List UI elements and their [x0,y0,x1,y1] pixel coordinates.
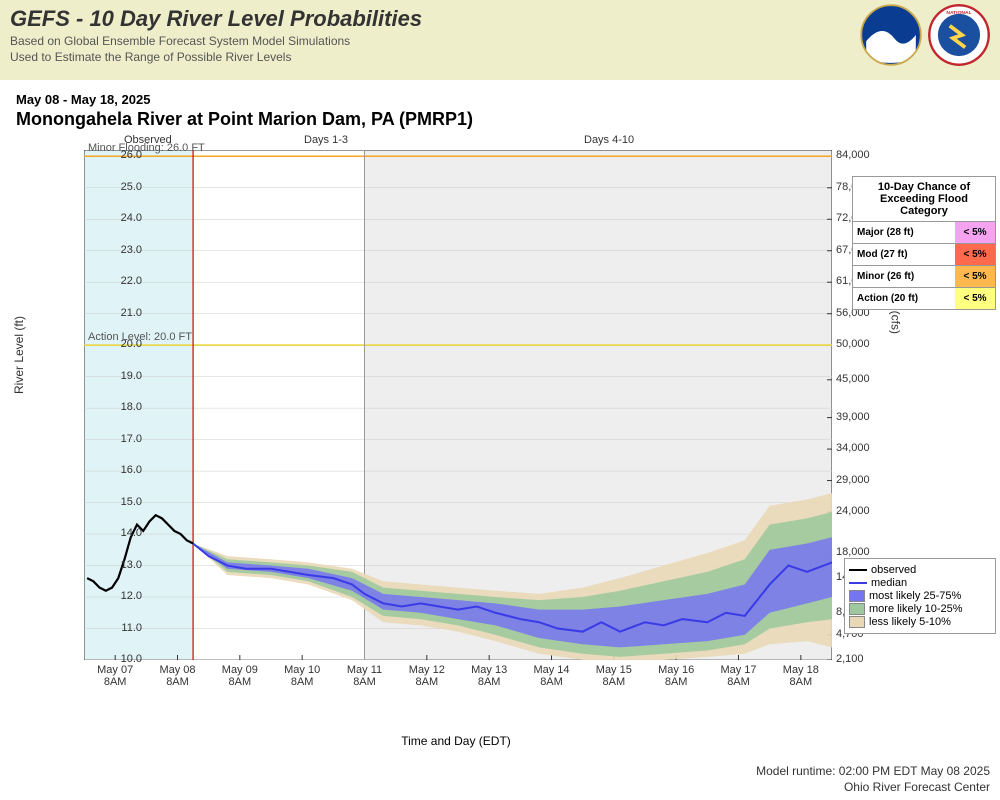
y-tick-right: 18,000 [836,546,886,558]
chart-legend: observed median most likely 25-75% more … [844,558,996,634]
legend-median-swatch [849,582,867,584]
y-tick-left: 11.0 [102,622,142,634]
y-axis-left-label: River Level (ft) [12,316,26,394]
location-title: Monongahela River at Point Marion Dam, P… [16,109,1000,130]
flood-category-box: 10-Day Chance of Exceeding Flood Categor… [852,176,996,310]
legend-observed-swatch [849,569,867,571]
x-tick: May 178AM [709,664,769,688]
y-tick-left: 12.0 [102,590,142,602]
y-tick-left: 22.0 [102,275,142,287]
x-tick: May 098AM [210,664,270,688]
y-tick-left: 24.0 [102,212,142,224]
threshold-label: Minor Flooding: 26.0 FT [88,142,205,154]
y-tick-right: 34,000 [836,442,886,454]
x-tick: May 078AM [85,664,145,688]
x-tick: May 088AM [148,664,208,688]
y-tick-left: 13.0 [102,559,142,571]
flood-row-pct: < 5% [955,288,995,309]
flood-row-label: Major (28 ft) [853,222,955,243]
y-tick-left: 16.0 [102,464,142,476]
chart-container: Observed Days 1-3 Days 4-10 River Level … [16,134,896,704]
logo-group: NATIONAL [860,4,990,66]
probability-chart [84,150,832,660]
threshold-label: Action Level: 20.0 FT [88,331,192,343]
flood-category-row: Action (20 ft)< 5% [853,287,995,309]
y-tick-left: 15.0 [102,496,142,508]
y-tick-left: 23.0 [102,244,142,256]
legend-observed-label: observed [871,564,916,576]
section-days-4-10: Days 4-10 [584,134,634,146]
x-tick: May 128AM [397,664,457,688]
nws-logo-icon: NATIONAL [928,4,990,66]
x-tick: May 118AM [335,664,395,688]
forecast-center: Ohio River Forecast Center [844,780,990,794]
legend-band2-swatch [849,603,865,615]
x-tick: May 158AM [584,664,644,688]
y-tick-right: 29,000 [836,474,886,486]
x-tick: May 188AM [771,664,831,688]
x-tick: May 168AM [646,664,706,688]
y-tick-left: 19.0 [102,370,142,382]
noaa-logo-icon [860,4,922,66]
page-title: GEFS - 10 Day River Level Probabilities [10,6,990,32]
legend-band3-swatch [849,616,865,628]
y-tick-right: 2,100 [836,653,886,665]
legend-band1-swatch [849,590,865,602]
model-runtime: Model runtime: 02:00 PM EDT May 08 2025 [756,764,990,778]
y-tick-left: 17.0 [102,433,142,445]
flood-category-row: Major (28 ft)< 5% [853,221,995,243]
x-tick: May 138AM [459,664,519,688]
subtitle-1: Based on Global Ensemble Forecast System… [10,34,990,48]
header-banner: GEFS - 10 Day River Level Probabilities … [0,0,1000,80]
y-tick-left: 25.0 [102,181,142,193]
y-tick-right: 45,000 [836,373,886,385]
y-tick-left: 18.0 [102,401,142,413]
section-days-1-3: Days 1-3 [304,134,348,146]
legend-band3-label: less likely 5-10% [869,616,951,628]
y-tick-right: 50,000 [836,338,886,350]
y-tick-right: 84,000 [836,149,886,161]
y-tick-left: 14.0 [102,527,142,539]
flood-row-label: Minor (26 ft) [853,266,955,287]
flood-row-pct: < 5% [955,266,995,287]
flood-row-label: Mod (27 ft) [853,244,955,265]
subtitle-2: Used to Estimate the Range of Possible R… [10,50,990,64]
flood-category-row: Mod (27 ft)< 5% [853,243,995,265]
flood-row-pct: < 5% [955,222,995,243]
x-axis-label: Time and Day (EDT) [401,734,511,748]
legend-median-label: median [871,577,907,589]
flood-row-label: Action (20 ft) [853,288,955,309]
flood-category-row: Minor (26 ft)< 5% [853,265,995,287]
flood-box-title: 10-Day Chance of Exceeding Flood Categor… [853,177,995,221]
x-tick: May 148AM [522,664,582,688]
y-tick-right: 39,000 [836,411,886,423]
x-tick: May 108AM [272,664,332,688]
date-range: May 08 - May 18, 2025 [16,92,1000,107]
svg-text:NATIONAL: NATIONAL [946,10,971,16]
legend-band1-label: most likely 25-75% [869,590,961,602]
y-tick-left: 21.0 [102,307,142,319]
legend-band2-label: more likely 10-25% [869,603,963,615]
y-tick-right: 24,000 [836,505,886,517]
flood-row-pct: < 5% [955,244,995,265]
